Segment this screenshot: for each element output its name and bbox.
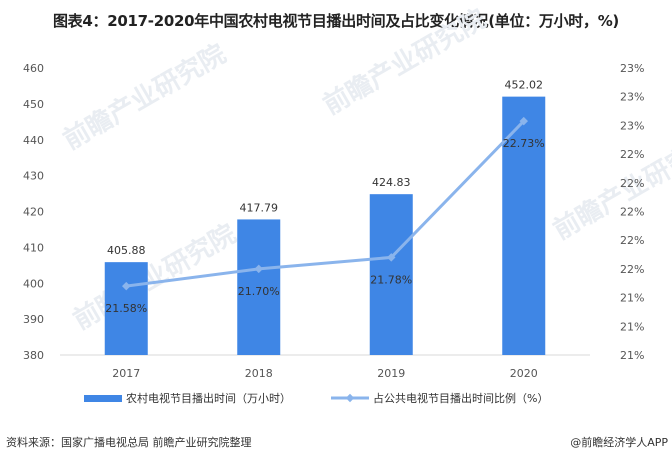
legend: 农村电视节目播出时间（万小时） 占公共电视节目播出时间比例（%） [0,390,672,408]
left-axis-tick: 440 [23,134,44,147]
line-value-label: 21.70% [238,285,280,298]
right-axis-tick: 22% [620,148,644,161]
bar-value-label: 417.79 [240,201,279,214]
line-marker-swatch-icon [331,393,369,403]
watermark: 前瞻产业研究院 [68,218,241,336]
line-value-label: 21.78% [370,273,412,286]
ratio-line [126,120,525,288]
brand-credit: @前瞻经济学人APP [570,436,668,449]
left-axis-tick: 450 [23,98,44,111]
bar [104,262,148,355]
right-axis-tick: 22% [620,263,644,276]
x-axis-tick: 2019 [377,367,405,380]
line-marker-icon [254,264,263,274]
line-marker-icon [122,281,131,291]
right-axis-tick: 23% [620,119,644,132]
right-axis-tick: 23% [620,91,644,104]
left-axis-tick: 380 [23,349,44,362]
left-axis-tick: 410 [23,241,44,254]
legend-line-label: 占公共电视节目播出时间比例（%） [373,392,549,405]
legend-item-line: 占公共电视节目播出时间比例（%） [331,390,548,406]
bar [237,219,281,355]
bar [369,194,413,355]
bar-value-label: 452.02 [505,79,544,92]
legend-bar-label: 农村电视节目播出时间（万小时） [126,392,291,405]
left-axis-tick: 460 [23,62,44,75]
left-axis-tick: 430 [23,170,44,183]
line-value-label: 21.58% [105,302,147,315]
chart-title: 图表4：2017-2020年中国农村电视节目播出时间及占比变化情况(单位：万小时… [52,12,619,30]
right-axis-tick: 21% [620,292,644,305]
source-note: 资料来源：国家广播电视总局 前瞻产业研究院整理 [6,436,252,449]
bar-value-label: 424.83 [372,176,411,189]
right-axis-tick: 22% [620,206,644,219]
left-axis-tick: 400 [23,277,44,290]
left-axis-tick: 420 [23,206,44,219]
watermark: 前瞻产业研究院 [548,128,672,246]
x-axis-tick: 2017 [112,367,140,380]
right-axis-tick: 22% [620,234,644,247]
right-axis-tick: 21% [620,349,644,362]
watermark: 前瞻产业研究院 [318,3,491,121]
bar-swatch-icon [84,394,122,402]
bar [502,96,546,356]
bar-value-label: 405.88 [107,244,146,257]
legend-item-bar: 农村电视节目播出时间（万小时） [84,390,291,406]
x-axis-tick: 2018 [245,367,273,380]
left-axis-tick: 390 [23,313,44,326]
line-value-label: 22.73% [503,137,545,150]
right-axis-tick: 22% [620,177,644,190]
right-axis-tick: 23% [620,62,644,75]
right-axis-tick: 21% [620,320,644,333]
x-axis-tick: 2020 [510,367,538,380]
watermark: 前瞻产业研究院 [58,38,231,156]
